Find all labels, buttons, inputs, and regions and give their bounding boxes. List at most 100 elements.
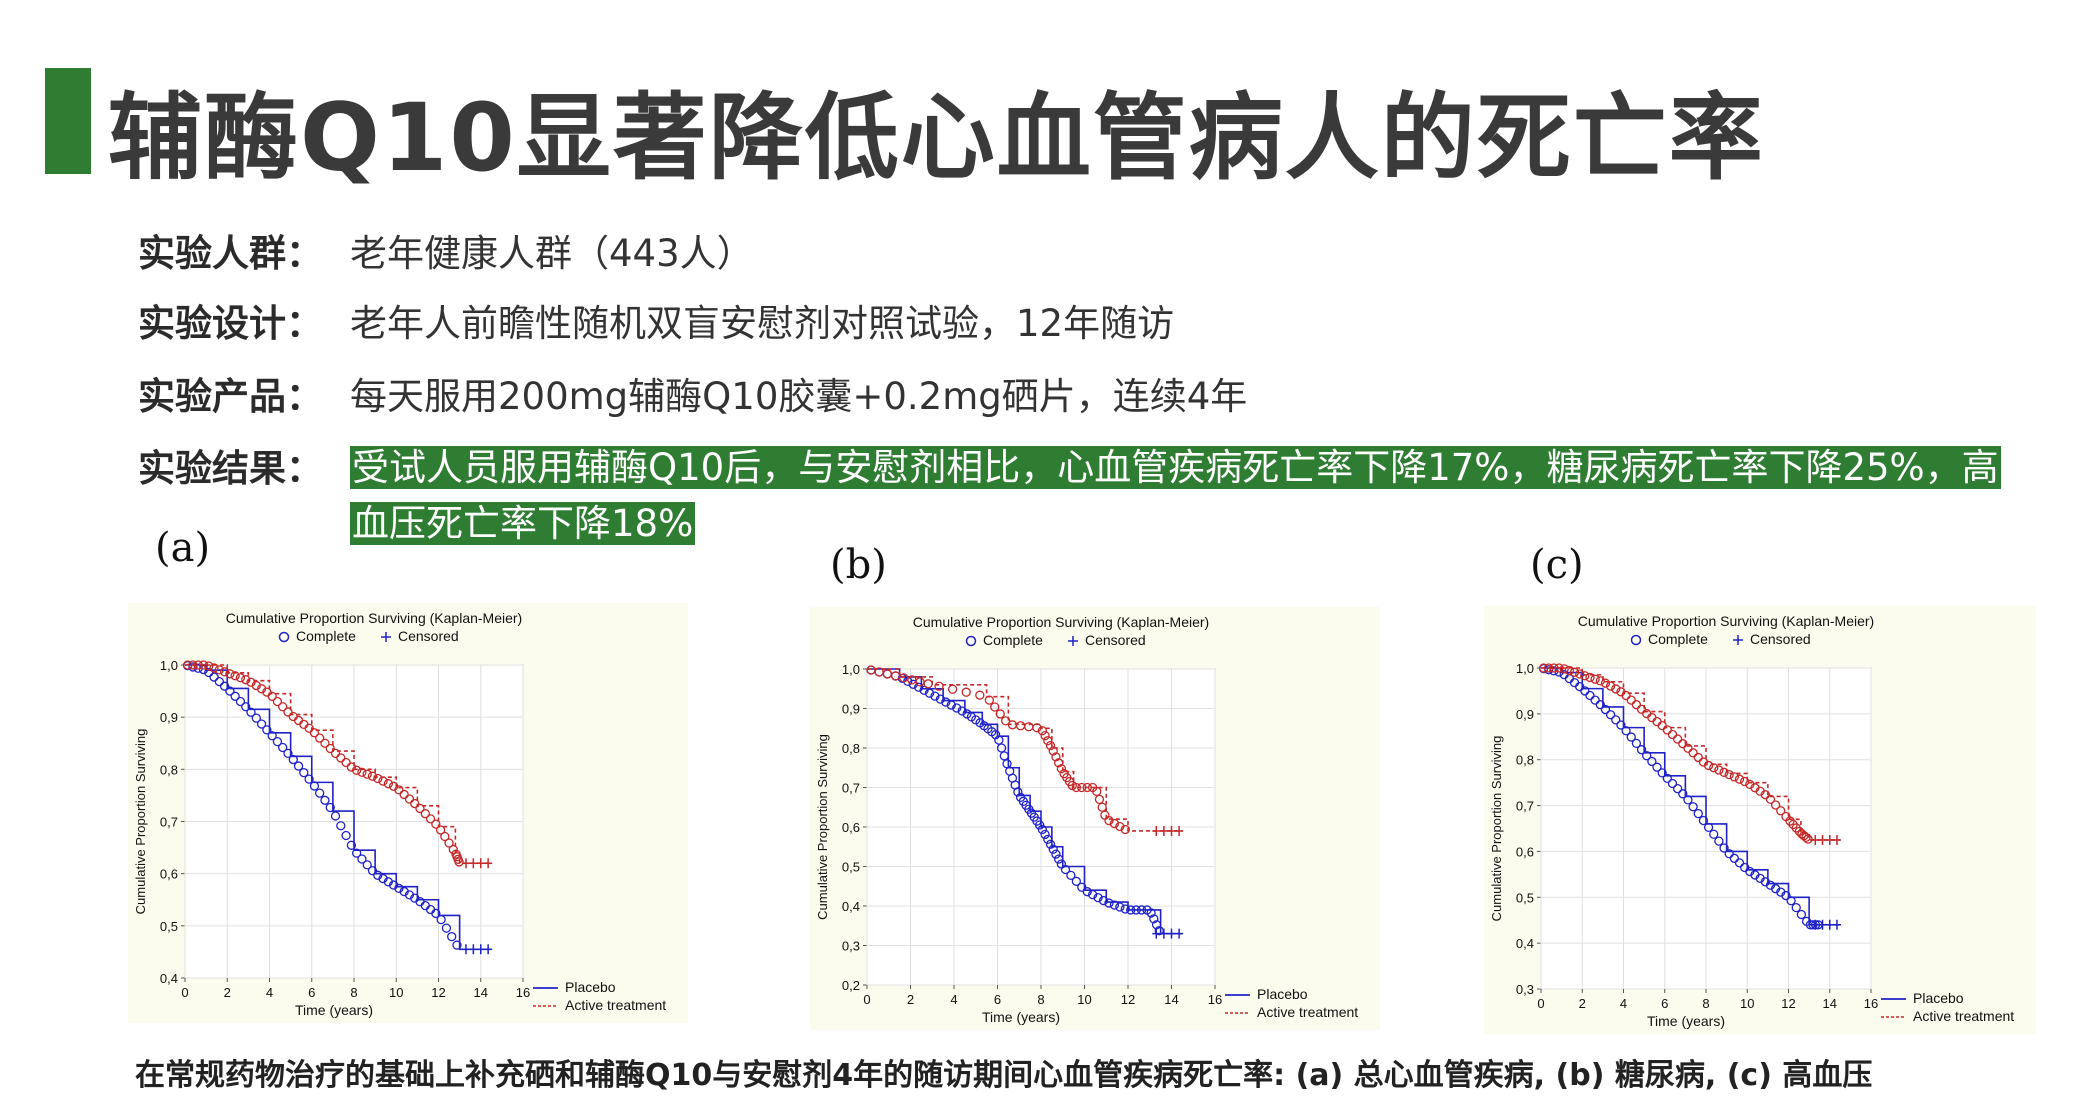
complete-marker bbox=[425, 814, 436, 824]
legend-complete-label: Complete bbox=[983, 632, 1043, 648]
complete-marker bbox=[1724, 849, 1734, 859]
complete-marker bbox=[1765, 794, 1776, 804]
complete-marker bbox=[1631, 700, 1642, 710]
km-chart-svg-1: Cumulative Proportion Surviving (Kaplan-… bbox=[815, 614, 1358, 1025]
complete-marker bbox=[1115, 821, 1125, 832]
complete-marker bbox=[230, 691, 240, 701]
complete-marker bbox=[1575, 669, 1585, 679]
complete-marker bbox=[946, 700, 956, 710]
x-tick-label: 12 bbox=[1781, 996, 1795, 1011]
complete-marker bbox=[1149, 914, 1159, 924]
x-tick-label: 14 bbox=[1164, 992, 1178, 1007]
series-line-active bbox=[185, 664, 492, 865]
complete-marker bbox=[923, 679, 933, 689]
complete-marker bbox=[440, 831, 450, 842]
complete-marker bbox=[1616, 720, 1626, 730]
complete-marker bbox=[448, 844, 458, 855]
complete-marker bbox=[214, 665, 224, 675]
x-axis-label: Time (years) bbox=[982, 1009, 1060, 1025]
complete-marker bbox=[1786, 896, 1796, 906]
complete-marker bbox=[378, 776, 388, 786]
censored-marker bbox=[1175, 928, 1184, 939]
complete-marker bbox=[283, 748, 293, 759]
y-tick-label: 0,4 bbox=[842, 899, 860, 914]
complete-marker bbox=[1146, 908, 1156, 918]
censored-marker bbox=[484, 944, 493, 955]
y-tick-label: 0,5 bbox=[1516, 890, 1534, 905]
complete-marker bbox=[283, 707, 293, 717]
complete-marker bbox=[341, 830, 351, 841]
complete-marker bbox=[1093, 892, 1103, 903]
complete-marker bbox=[1544, 663, 1554, 673]
complete-marker bbox=[454, 857, 464, 867]
complete-marker bbox=[444, 838, 454, 848]
complete-marker bbox=[1120, 904, 1130, 914]
censored-marker bbox=[469, 858, 478, 869]
complete-marker bbox=[278, 742, 288, 753]
x-tick-label: 6 bbox=[308, 985, 315, 1000]
complete-marker bbox=[1056, 764, 1067, 774]
complete-marker bbox=[1683, 743, 1693, 753]
censored-marker bbox=[1832, 919, 1841, 930]
complete-marker bbox=[1683, 795, 1693, 805]
complete-marker bbox=[1580, 686, 1590, 696]
x-tick-label: 14 bbox=[474, 985, 488, 1000]
x-tick-label: 10 bbox=[1740, 996, 1754, 1011]
info-design-value: 老年人前瞻性随机双盲安慰剂对照试验，12年随访 bbox=[350, 302, 1175, 345]
complete-marker bbox=[1647, 756, 1657, 767]
x-tick-label: 16 bbox=[516, 985, 530, 1000]
complete-marker bbox=[1590, 674, 1600, 684]
censored-marker bbox=[1175, 825, 1184, 836]
complete-marker bbox=[246, 707, 256, 717]
info-product-value: 每天服用200mg辅酶Q10胶囊+0.2mg硒片，连续4年 bbox=[350, 375, 1248, 418]
censored-marker bbox=[1152, 825, 1161, 836]
complete-marker bbox=[367, 866, 378, 876]
chart-c: Cumulative Proportion Surviving (Kaplan-… bbox=[1484, 606, 2036, 1034]
complete-marker bbox=[1781, 890, 1791, 901]
censored-marker bbox=[476, 858, 485, 869]
complete-marker bbox=[1098, 895, 1109, 906]
legend-censored-label: Censored bbox=[1750, 631, 1811, 647]
x-tick-label: 8 bbox=[1702, 996, 1709, 1011]
y-tick-label: 1,0 bbox=[842, 662, 860, 677]
complete-marker bbox=[1001, 716, 1011, 726]
legend-censored-marker bbox=[1733, 635, 1743, 645]
legend-censored-marker bbox=[1068, 636, 1078, 646]
complete-marker bbox=[1719, 767, 1729, 777]
complete-marker bbox=[999, 751, 1009, 761]
complete-marker bbox=[990, 702, 1000, 712]
y-tick-label: 0,7 bbox=[160, 815, 178, 830]
complete-marker bbox=[1032, 723, 1042, 733]
complete-marker bbox=[975, 690, 985, 700]
complete-marker bbox=[367, 771, 378, 781]
complete-marker bbox=[394, 785, 404, 795]
chart-b: Cumulative Proportion Surviving (Kaplan-… bbox=[810, 607, 1380, 1030]
censored-marker bbox=[476, 944, 485, 955]
complete-marker bbox=[1803, 834, 1813, 844]
complete-marker bbox=[1642, 751, 1652, 761]
legend-placebo-label: Placebo bbox=[1257, 986, 1308, 1002]
censored-marker bbox=[469, 944, 478, 955]
complete-marker bbox=[383, 779, 393, 789]
complete-marker bbox=[1605, 710, 1616, 720]
y-tick-label: 0,5 bbox=[842, 860, 860, 875]
complete-marker bbox=[935, 694, 946, 704]
x-tick-label: 8 bbox=[1037, 992, 1044, 1007]
info-design-label: 实验设计： bbox=[138, 302, 323, 345]
legend-complete-marker bbox=[965, 635, 977, 647]
complete-marker bbox=[230, 671, 240, 681]
complete-marker bbox=[435, 825, 446, 835]
complete-marker bbox=[1580, 671, 1590, 681]
y-tick-label: 0,7 bbox=[1516, 799, 1534, 814]
complete-marker bbox=[1013, 787, 1023, 797]
complete-marker bbox=[1662, 773, 1672, 783]
complete-marker bbox=[441, 923, 452, 933]
complete-marker bbox=[984, 695, 994, 705]
censored-marker bbox=[1811, 834, 1820, 845]
complete-marker bbox=[304, 723, 314, 733]
complete-marker bbox=[996, 743, 1007, 753]
complete-marker bbox=[1703, 760, 1714, 771]
complete-marker bbox=[947, 684, 958, 694]
complete-marker bbox=[235, 673, 246, 683]
complete-marker bbox=[420, 809, 430, 819]
